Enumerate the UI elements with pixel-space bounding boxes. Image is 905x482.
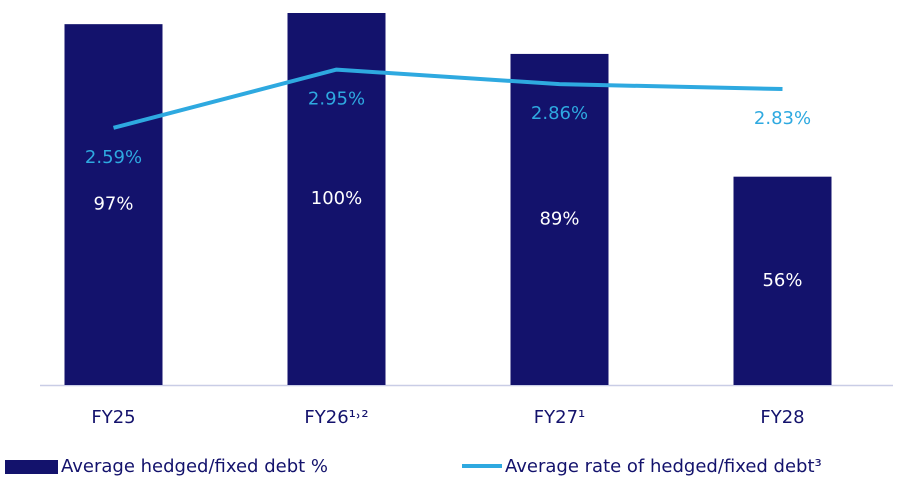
bar	[287, 13, 386, 385]
bar	[510, 53, 609, 386]
x-tick-label: FY27¹	[534, 407, 585, 428]
legend-swatch	[5, 460, 58, 474]
line-value-label: 2.59%	[85, 147, 142, 168]
bar-value-label: 100%	[311, 188, 362, 209]
bar-value-label: 56%	[762, 270, 802, 291]
line-value-label: 2.95%	[308, 89, 365, 110]
bar-value-label: 89%	[539, 208, 579, 229]
line	[112, 67, 783, 130]
legend-label: Average hedged/fixed debt %	[61, 456, 328, 477]
x-tick-label: FY25	[91, 407, 135, 428]
bar	[64, 24, 163, 385]
legend-label: Average rate of hedged/fixed debt³	[505, 456, 822, 477]
x-tick-label: FY28	[760, 407, 804, 428]
line-value-label: 2.86%	[531, 103, 588, 124]
x-tick-label: FY26¹˒²	[304, 407, 368, 428]
line-value-label: 2.83%	[754, 108, 811, 129]
bar	[733, 176, 832, 385]
bar-value-label: 97%	[93, 194, 133, 215]
